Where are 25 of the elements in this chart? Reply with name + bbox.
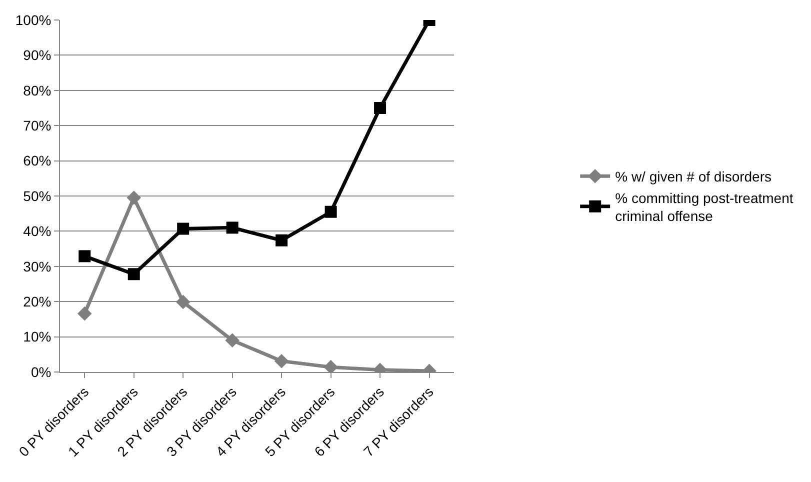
y-tick-label: 100% [15,12,52,28]
y-tick-label: 10% [23,328,52,345]
point [176,294,190,310]
y-tick-label: 90% [23,47,52,64]
y-tick-label: 80% [23,82,52,98]
y-tick-label: 70% [23,118,52,134]
y-tick-label: 30% [23,258,52,274]
y-tick-label: 60% [23,152,52,169]
point [276,234,288,246]
y-tick-label: 0% [30,364,52,380]
point [126,190,142,205]
y-tick-label: 20% [23,294,52,310]
legend-label: % committing post-treatment criminal offense [615,190,794,224]
point [225,333,240,348]
point [77,306,92,321]
point [78,250,91,262]
y-tick-label: 50% [23,188,52,204]
point [128,268,140,280]
point [226,222,238,234]
point [274,354,289,368]
point [324,206,337,218]
point [177,222,190,235]
legend-label: % w/ given # of disorders [615,168,772,185]
point [374,102,386,114]
y-tick-label: 40% [23,223,52,240]
